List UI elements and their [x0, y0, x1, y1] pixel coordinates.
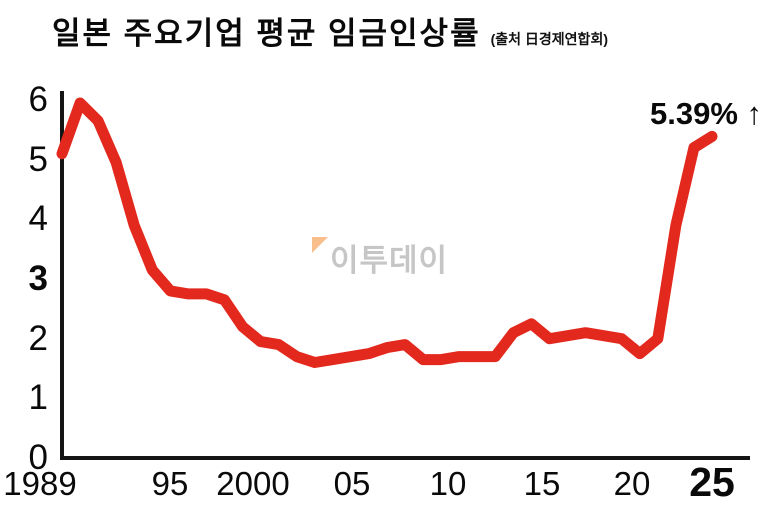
x-tick-25: 25	[689, 459, 735, 505]
y-tick-3: 3	[28, 259, 48, 298]
axis-lines	[60, 91, 750, 460]
chart-title: 일본 주요기업 평균 임금인상률	[52, 16, 481, 51]
x-tick-20: 20	[613, 465, 651, 502]
watermark-text: 이투데이	[330, 243, 449, 278]
y-tick-6: 6	[28, 80, 48, 119]
etoday-watermark: 이투데이	[312, 235, 448, 280]
chart-source-note: (출처 日경제연합회)	[490, 31, 608, 47]
x-tick-05: 05	[333, 465, 371, 502]
y-tick-2: 2	[28, 319, 48, 358]
x-tick-10: 10	[429, 465, 467, 502]
y-tick-1: 1	[28, 378, 48, 417]
y-tick-4: 4	[28, 199, 48, 238]
x-tick-95: 95	[151, 465, 189, 502]
y-tick-5: 5	[28, 140, 48, 179]
etoday-logo-icon	[312, 237, 328, 253]
y-tick-0: 0	[28, 438, 48, 477]
x-tick-15: 15	[523, 465, 561, 502]
latest-value-annotation: 5.39% ↑	[649, 96, 762, 131]
wage-increase-line-series	[56, 97, 718, 368]
x-tick-1989: 1989	[3, 465, 77, 502]
x-tick-2000: 2000	[216, 465, 290, 502]
chart-header: 일본 주요기업 평균 임금인상률 (출처 日경제연합회)	[52, 8, 608, 53]
